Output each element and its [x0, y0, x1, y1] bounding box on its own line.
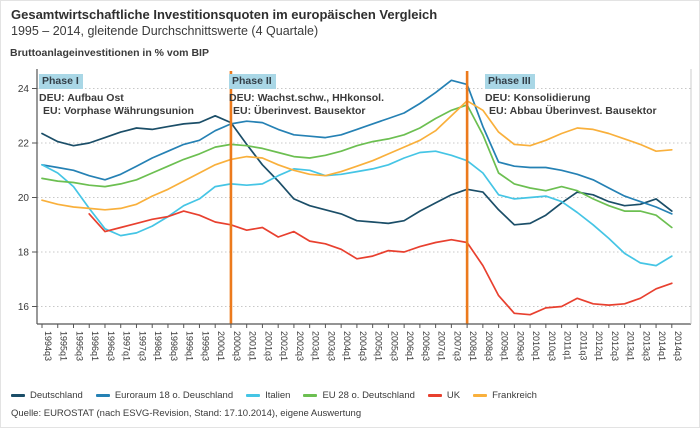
xtick-label-1999q1: 1999q1 [185, 331, 195, 361]
xtick-label-1999q3: 1999q3 [200, 331, 210, 361]
xtick-label-2013q3: 2013q3 [641, 331, 651, 361]
series-line-deutschland [41, 114, 673, 226]
legend-swatch [427, 394, 442, 397]
xtick-label-2004q1: 2004q1 [342, 331, 352, 361]
xtick-label-2014q3: 2014q3 [673, 331, 683, 361]
xtick-label-1996q1: 1996q1 [90, 331, 100, 361]
legend-swatch [303, 394, 318, 397]
xtick-label-2008q3: 2008q3 [484, 331, 494, 361]
series-line-frankreich [41, 99, 673, 211]
y-axis-title: Bruttoanlageinvestitionen in % vom BIP [10, 47, 209, 59]
phase3-annotation: Phase III DEU: Konsolidierung EU: Abbau … [485, 71, 657, 118]
xtick-label-2005q1: 2005q1 [374, 331, 384, 361]
xtick-label-2000q3: 2000q3 [232, 331, 242, 361]
legend-item-eu-28-o-deutschland: EU 28 o. Deutschland [303, 390, 415, 401]
legend-label: EU 28 o. Deutschland [322, 390, 415, 401]
phase1-line2: EU: Vorphase Währungsunion [43, 105, 194, 117]
xtick-label-2000q1: 2000q1 [216, 331, 226, 361]
phase2-line1: DEU: Wachst.schw., HHkonsol. [229, 92, 384, 104]
phase1-tag: Phase I [39, 74, 83, 89]
xtick-label-2002q3: 2002q3 [295, 331, 305, 361]
legend-swatch [95, 394, 110, 397]
legend-label: Deutschland [30, 390, 83, 401]
chart-legend: Deutschland Euroraum 18 o. Deuschland Ital… [11, 390, 537, 401]
ytick-label-16: 16 [18, 302, 30, 313]
xtick-label-1997q3: 1997q3 [137, 331, 147, 361]
phase3-line2: EU: Abbau Überinvest. Bausektor [489, 105, 657, 117]
xtick-label-2009q3: 2009q3 [515, 331, 525, 361]
xtick-label-1998q1: 1998q1 [153, 331, 163, 361]
legend-label: Frankreich [492, 390, 537, 401]
xtick-label-1998q3: 1998q3 [169, 331, 179, 361]
series-line-euroraum-18-o-deuschland [41, 79, 673, 215]
legend-item-frankreich: Frankreich [473, 390, 537, 401]
phase3-line1: DEU: Konsolidierung [485, 92, 591, 104]
xtick-label-2014q1: 2014q1 [657, 331, 667, 361]
legend-label: Euroraum 18 o. Deuschland [114, 390, 234, 401]
xtick-label-2007q3: 2007q3 [452, 331, 462, 361]
xtick-label-2003q1: 2003q1 [311, 331, 321, 361]
legend-item-italien: Italien [246, 390, 290, 401]
legend-swatch [473, 394, 488, 397]
xtick-label-2007q1: 2007q1 [437, 331, 447, 361]
xtick-label-2004q3: 2004q3 [358, 331, 368, 361]
ytick-label-22: 22 [18, 139, 30, 150]
legend-item-deutschland: Deutschland [11, 390, 83, 401]
xtick-label-2002q1: 2002q1 [279, 331, 289, 361]
ytick-label-18: 18 [18, 248, 30, 259]
xtick-label-2012q3: 2012q3 [610, 331, 620, 361]
phase2-tag: Phase II [229, 74, 276, 89]
xtick-label-2010q1: 2010q1 [531, 331, 541, 361]
page-title: Gesamtwirtschaftliche Investitionsquoten… [11, 7, 438, 22]
xtick-label-2011q3: 2011q3 [578, 331, 588, 360]
series-line-uk [88, 210, 673, 316]
phase2-annotation: Phase II DEU: Wachst.schw., HHkonsol. EU… [229, 71, 384, 118]
legend-item-euroraum-18-o-deuschland: Euroraum 18 o. Deuschland [95, 390, 234, 401]
legend-label: Italien [265, 390, 291, 401]
page-subtitle: 1995 – 2014, gleitende Durchschnittswert… [11, 24, 319, 38]
phase3-tag: Phase III [485, 74, 535, 89]
source-note: Quelle: EUROSTAT (nach ESVG-Revision, St… [11, 408, 362, 419]
legend-swatch [246, 394, 261, 397]
xtick-label-2005q3: 2005q3 [389, 331, 399, 361]
xtick-label-2012q1: 2012q1 [594, 331, 604, 361]
legend-swatch [11, 394, 25, 397]
xtick-label-2009q1: 2009q1 [500, 331, 510, 361]
xtick-label-2006q1: 2006q1 [405, 331, 415, 361]
xtick-label-2003q3: 2003q3 [326, 331, 336, 361]
phase1-annotation: Phase I DEU: Aufbau Ost EU: Vorphase Wäh… [39, 71, 194, 118]
phase2-line2: EU: Überinvest. Bausektor [233, 105, 366, 117]
xtick-label-1995q3: 1995q3 [74, 331, 84, 361]
ytick-label-24: 24 [18, 84, 30, 95]
xtick-label-2013q1: 2013q1 [626, 331, 636, 361]
xtick-label-2006q3: 2006q3 [421, 331, 431, 361]
xtick-label-2001q1: 2001q1 [248, 331, 258, 361]
xtick-label-2010q3: 2010q3 [547, 331, 557, 361]
xtick-label-1997q1: 1997q1 [122, 331, 132, 361]
legend-item-uk: UK [427, 390, 461, 401]
phase1-line1: DEU: Aufbau Ost [39, 92, 124, 104]
xtick-label-2011q1: 2011q1 [563, 331, 573, 360]
legend-label: UK [446, 390, 461, 401]
xtick-label-1994q3: 1994q3 [43, 331, 53, 361]
xtick-label-2001q3: 2001q3 [263, 331, 273, 361]
xtick-label-1995q1: 1995q1 [59, 331, 69, 361]
series-line-eu-28-o-deutschland [41, 104, 673, 229]
xtick-label-2008q1: 2008q1 [468, 331, 478, 361]
xtick-label-1996q3: 1996q3 [106, 331, 116, 361]
ytick-label-20: 20 [18, 193, 30, 204]
series-line-italien [41, 150, 673, 267]
